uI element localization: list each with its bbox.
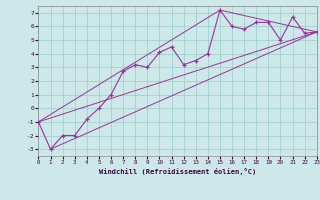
X-axis label: Windchill (Refroidissement éolien,°C): Windchill (Refroidissement éolien,°C) [99,168,256,175]
